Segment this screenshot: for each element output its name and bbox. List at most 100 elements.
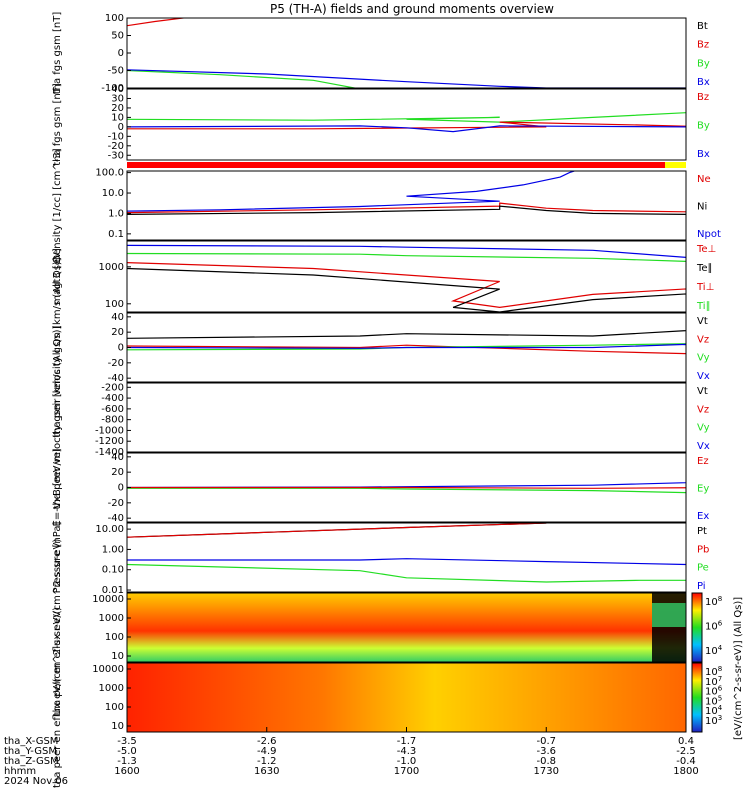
series-line-By	[127, 92, 686, 123]
series-line-Bx	[127, 124, 686, 133]
x-row-value: 0.4	[678, 736, 694, 747]
legend-entry-Vz: Vz	[697, 334, 709, 345]
panel-8: Pt Pb Pe Pi 10.00 1.00 0.10 0.01 Pressure [nPa]	[52, 522, 709, 596]
y-tick-label: -30	[108, 150, 124, 161]
legend-entry-Vt: Vt	[697, 316, 708, 327]
legend-entry-Vy: Vy	[697, 353, 710, 364]
y-tick-label: 40	[111, 312, 124, 323]
legend-entry-Bz: Bz	[697, 40, 709, 51]
series-line-Te⊥	[127, 262, 686, 309]
series-line-Vy	[127, 343, 686, 351]
series-line-Ex	[127, 482, 686, 489]
legend-entry-Npot: Npot	[697, 229, 721, 240]
y-tick-label: -1200	[95, 436, 124, 447]
y-tick-label: 30	[111, 93, 124, 104]
x-row-value: -0.7	[536, 736, 556, 747]
legend-entry-Ez: Ez	[697, 456, 709, 467]
legend-entry-Ti∥: Ti∥	[696, 301, 711, 312]
y-tick-label: -100	[101, 83, 124, 94]
colorbar-tick-label: 106	[705, 620, 723, 633]
panel-4: Te⊥ Te∥ Ti⊥ Ti∥ 1000 100 magt3 [eV]	[52, 240, 716, 313]
x-row-value: -1.0	[397, 756, 417, 767]
y-tick-label: 0	[118, 343, 124, 354]
y-tick-label: 1.00	[102, 544, 124, 555]
series-line-Bz	[127, 18, 188, 27]
y-tick-label: 40	[111, 84, 124, 95]
x-row-value: -4.9	[257, 746, 277, 757]
panel-frame	[126, 170, 687, 241]
y-tick-label: 10	[111, 721, 124, 732]
x-row-value: -0.8	[536, 756, 556, 767]
mode-bar	[127, 162, 686, 168]
colorbar	[691, 592, 703, 663]
series-line-Bx	[127, 69, 686, 88]
x-row-value: -1.3	[117, 756, 137, 767]
y-tick-label: -50	[108, 66, 124, 77]
colorbar-tick-label: 108	[705, 595, 722, 608]
y-tick-label: 20	[111, 327, 124, 338]
y-tick-label: 10000	[92, 664, 124, 675]
legend-entry-By: By	[697, 58, 710, 69]
y-tick-label: 100.0	[95, 168, 124, 179]
legend-entry-Bt: Bt	[697, 21, 708, 32]
x-row-value: -1.2	[257, 756, 277, 767]
y-axis-label: tha peer velocity gsm [km/s (All Qs)]	[52, 326, 63, 510]
y-tick-label: 0	[118, 122, 124, 133]
y-tick-label: -1400	[95, 447, 124, 458]
x-row-value: -5.0	[117, 746, 137, 757]
y-tick-label: 50	[111, 31, 124, 42]
series-line-Vx	[127, 343, 686, 349]
legend-entry-Te⊥: Te⊥	[696, 244, 716, 255]
legend-entry-By: By	[697, 121, 710, 132]
y-tick-label: 1.0	[108, 208, 124, 219]
series-line-Ey	[127, 487, 686, 494]
y-tick-label: 100	[105, 13, 124, 24]
y-tick-label: 1000	[99, 683, 124, 694]
legend-entry-Pt: Pt	[697, 526, 707, 537]
panel-frame	[126, 382, 687, 453]
legend-entry-Pi: Pi	[697, 581, 706, 592]
legend-entry-Bz: Bz	[697, 92, 709, 103]
legend-entry-Vt: Vt	[697, 386, 708, 397]
y-tick-label: 20	[111, 103, 124, 114]
panel-frame	[126, 592, 687, 663]
y-tick-label: 1000	[99, 613, 124, 624]
x-row-value: -4.3	[397, 746, 417, 757]
series-line-Pi	[127, 558, 686, 590]
y-axis-label: tha peir en eflux eV/(cm^2-s-sr-eV)	[52, 539, 63, 717]
x-row-value: 1600	[114, 766, 139, 777]
series-line-Vt	[127, 329, 686, 339]
y-tick-label: -400	[101, 393, 124, 404]
y-tick-label: -40	[108, 513, 124, 524]
mode-bar-segment	[665, 162, 686, 168]
series-line-Ti⊥	[127, 244, 686, 259]
legend-entry-Vy: Vy	[697, 423, 710, 434]
legend-entry-Bx: Bx	[697, 77, 710, 88]
legend-entry-Ex: Ex	[697, 511, 709, 522]
colorbar	[691, 662, 703, 733]
panel-frame	[126, 17, 687, 89]
x-row-value: 1730	[534, 766, 559, 777]
legend-entry-Pb: Pb	[697, 544, 709, 555]
y-tick-label: -1000	[95, 425, 124, 436]
panel-frame	[126, 240, 687, 313]
y-axis-label: tha fgs gsm [nT]	[52, 12, 63, 95]
figure-title: P5 (TH-A) fields and ground moments over…	[270, 2, 554, 16]
colorbar-label: [eV/(cm^2-s-sr-eV)] (All Qs)]	[733, 597, 744, 740]
series-line-Te∥	[127, 267, 686, 312]
y-tick-label: 100	[105, 299, 124, 310]
mode-bar-segment	[127, 162, 665, 168]
y-axis-label: tha peir velocity gsm [km/s (All Qs)]	[52, 257, 63, 438]
y-tick-label: 100	[105, 632, 124, 643]
legend-entry-Bx: Bx	[697, 149, 710, 160]
legend-entry-Ne: Ne	[697, 174, 711, 185]
y-tick-label: 0.10	[102, 565, 124, 576]
x-row-value: -2.5	[676, 746, 696, 757]
x-row-value: -0.4	[676, 756, 696, 767]
colorbar-tick-label: 103	[705, 714, 722, 727]
y-tick-label: 10	[111, 651, 124, 662]
y-tick-label: 10.00	[95, 524, 124, 535]
x-row-label: tha_Z-GSM	[4, 756, 59, 767]
